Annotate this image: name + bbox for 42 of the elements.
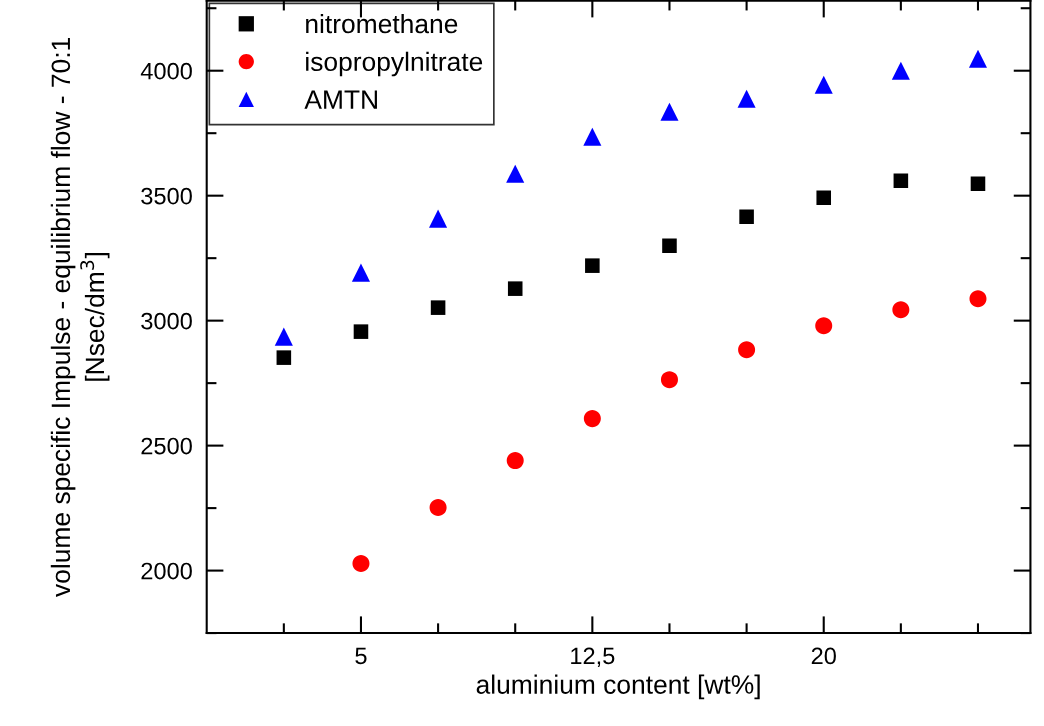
point [739, 209, 754, 224]
point [814, 75, 833, 94]
point [274, 327, 293, 346]
x-tick-label: 20 [811, 647, 836, 665]
legend-label: isopropylnitrate [306, 51, 483, 77]
point [583, 410, 601, 428]
point [891, 61, 910, 80]
point [430, 300, 446, 315]
point [276, 350, 292, 365]
y-tick-label: 2500 [141, 437, 192, 455]
point [660, 102, 679, 121]
y-tick-label: 3000 [141, 312, 192, 330]
point [970, 176, 986, 191]
point [662, 238, 677, 253]
point [738, 341, 756, 359]
point [351, 263, 371, 282]
point [816, 190, 832, 205]
point [352, 555, 370, 573]
x-tick-label: 5 [355, 647, 367, 665]
y-axis-title: volume specific Impulse - equilibrium flow - 70:1 [Nsec/dm$^{3}$] [50, 38, 110, 597]
point [506, 164, 525, 183]
point [507, 281, 523, 296]
x-tick-label: 12,5 [571, 647, 615, 668]
x-axis-title: aluminium content [wt%] [476, 674, 760, 700]
point [353, 324, 369, 339]
legend-label: nitromethane [306, 13, 458, 34]
y-tick-label: 2000 [141, 562, 192, 580]
point [585, 258, 600, 273]
point [429, 209, 448, 228]
y-tick-label: 4000 [140, 62, 192, 80]
point [893, 173, 909, 188]
point [892, 301, 910, 319]
point [969, 290, 987, 308]
point [737, 89, 756, 108]
point [506, 452, 524, 470]
point [583, 127, 602, 146]
point [660, 371, 678, 389]
y-tick-label: 3500 [141, 187, 192, 205]
point [815, 317, 833, 335]
legend-label: AMTN [304, 90, 377, 109]
point [968, 49, 988, 68]
point [429, 499, 447, 517]
